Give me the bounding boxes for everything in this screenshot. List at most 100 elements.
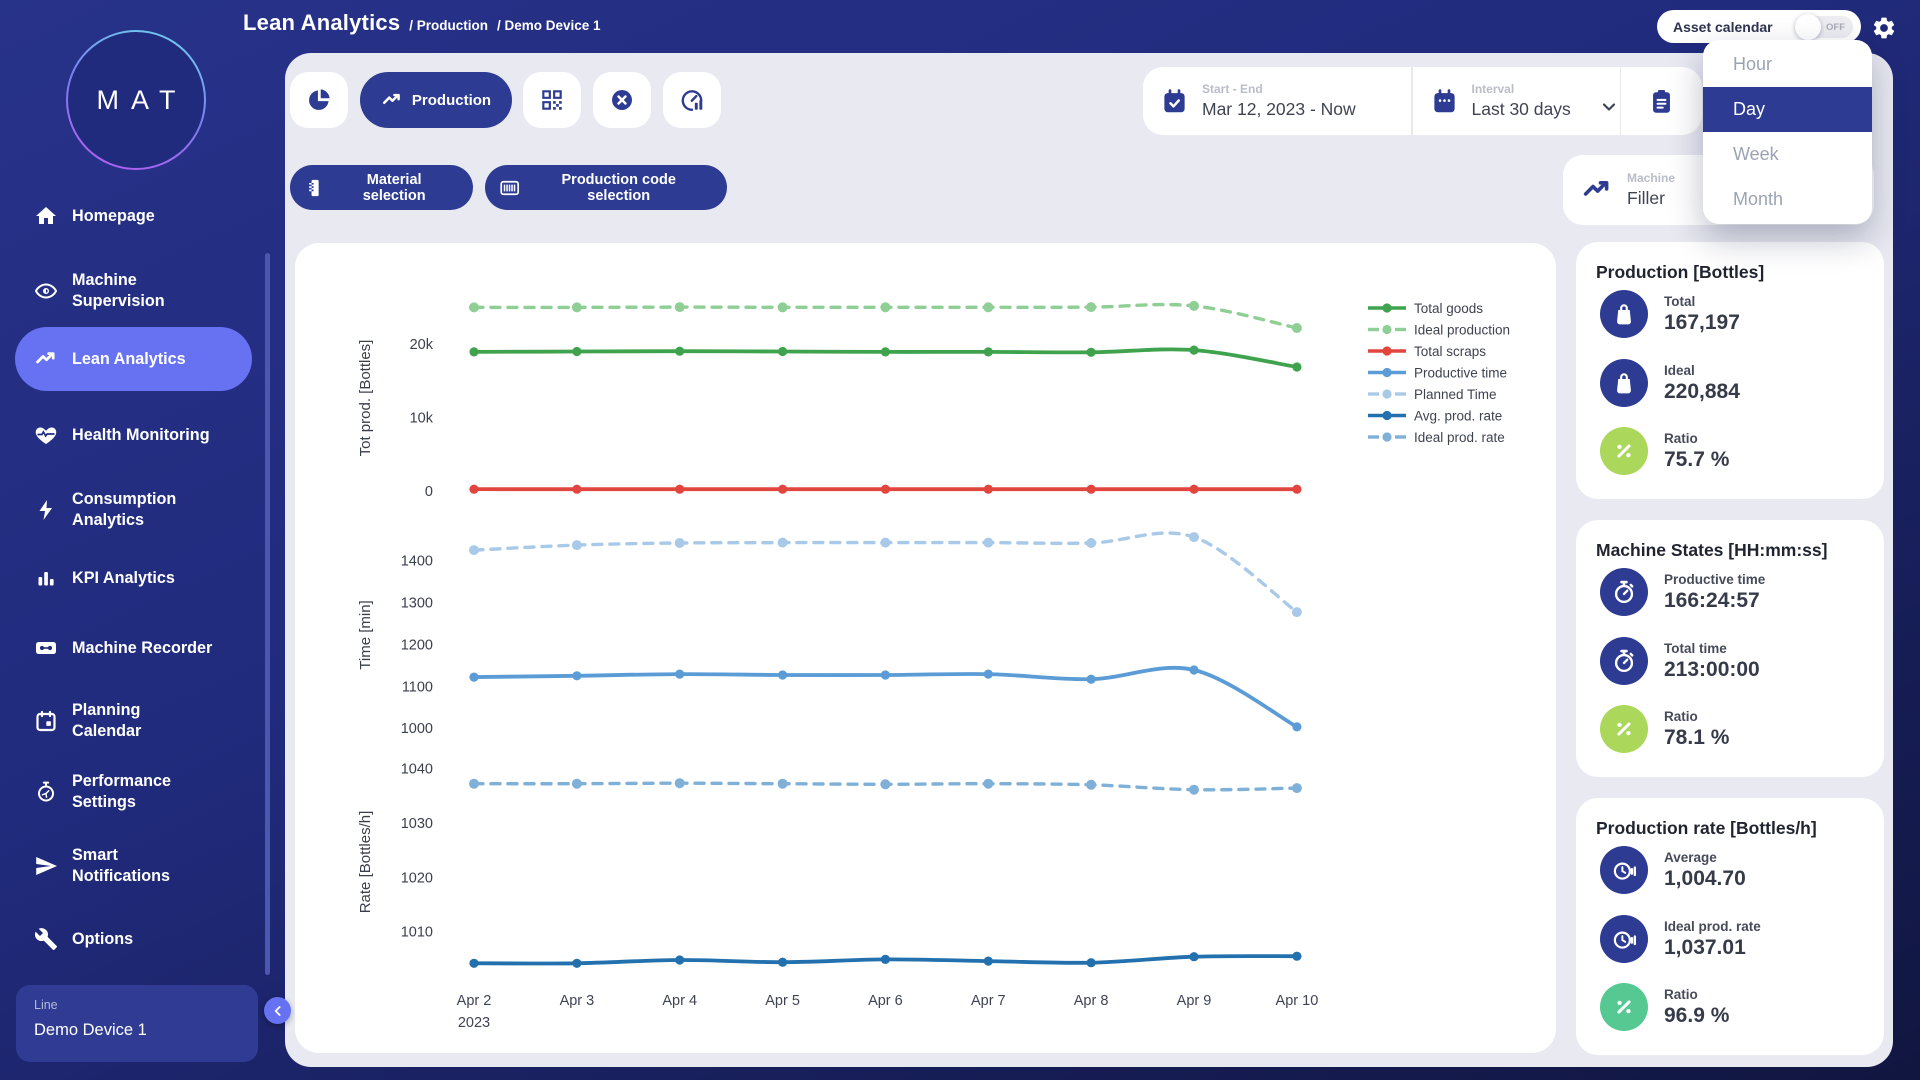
svg-text:Time [min]: Time [min] — [357, 600, 374, 669]
bag-icon — [1617, 304, 1631, 325]
sidebar-item-performance-settings[interactable]: Performance Settings — [0, 760, 285, 824]
stat-card-title: Machine States [HH:mm:ss] — [1596, 540, 1828, 560]
calendar-icon — [1431, 88, 1458, 115]
stat-card: Machine States [HH:mm:ss] Productive tim… — [1576, 520, 1884, 777]
svg-text:1400: 1400 — [401, 554, 433, 570]
stat-label: Total time — [1664, 640, 1727, 656]
sidebar-item-label: Machine Recorder — [72, 638, 213, 657]
sidebar-item-label: KPI Analytics — [72, 568, 175, 587]
percent-icon — [1617, 722, 1631, 736]
breadcrumb-item[interactable]: / Demo Device 1 — [497, 18, 601, 33]
sidebar-item-machine-recorder[interactable]: Machine Recorder — [0, 626, 285, 670]
qr-icon — [542, 90, 562, 110]
material-selection-button[interactable]: Material selection — [290, 165, 473, 210]
stat-label: Ideal prod. rate — [1664, 918, 1761, 934]
sidebar-item-machine-supervision[interactable]: Machine Supervision — [0, 259, 285, 323]
sidebar-item-label: Performance Settings — [72, 772, 171, 811]
sidebar-item-label: Lean Analytics — [72, 349, 186, 368]
stat-row: Total time 213:00:00 — [1600, 637, 1760, 685]
svg-text:Tot prod. [Bottles]: Tot prod. [Bottles] — [357, 340, 374, 457]
sidebar-collapse-button[interactable] — [264, 997, 291, 1024]
date-range-picker[interactable]: Start - End Mar 12, 2023 - Now — [1143, 67, 1411, 135]
tab-codes[interactable] — [523, 72, 581, 128]
svg-text:Rate [Bottles/h]: Rate [Bottles/h] — [357, 811, 374, 914]
eye-icon — [34, 283, 58, 299]
heart-icon — [35, 427, 57, 444]
sidebar-item-label: Machine Supervision — [72, 271, 165, 310]
settings-gear-icon[interactable] — [1871, 15, 1897, 41]
stat-value: 75.7 % — [1664, 447, 1730, 471]
sidebar-item-kpi-analytics[interactable]: KPI Analytics — [0, 556, 285, 600]
svg-text:Apr 8: Apr 8 — [1074, 993, 1109, 1009]
interval-value: Last 30 days — [1471, 99, 1571, 119]
interval-label: Interval — [1471, 82, 1515, 96]
breadcrumb: Lean Analytics / Production / Demo Device … — [243, 10, 601, 36]
sidebar-item-lean-analytics[interactable]: Lean Analytics — [0, 327, 285, 391]
caldots-icon — [1433, 88, 1455, 112]
stat-row: Ideal prod. rate 1,037.01 — [1600, 915, 1761, 963]
stat-value: 78.1 % — [1664, 725, 1730, 749]
sidebar-scrollbar[interactable] — [265, 253, 270, 975]
stopwatch-icon-badge — [1600, 637, 1648, 685]
trend-icon — [382, 93, 400, 104]
stat-label: Ratio — [1664, 986, 1698, 1002]
clockspeed-icon — [1613, 862, 1637, 880]
asset-calendar-toggle[interactable]: OFF — [1795, 13, 1853, 40]
date-range-label: Start - End — [1202, 82, 1263, 96]
production-chart[interactable]: Tot prod. [Bottles] 20k 10k 0 Time [min] 1400… — [295, 243, 1556, 1058]
device-panel-label: Line — [34, 998, 58, 1012]
machine-card-label: Machine — [1627, 171, 1676, 185]
svg-text:Ideal production: Ideal production — [1414, 323, 1510, 338]
chevdown-icon — [1602, 103, 1615, 111]
tab-clear[interactable] — [593, 72, 651, 128]
timer-icon — [38, 781, 54, 802]
breadcrumb-item[interactable]: / Production — [409, 18, 489, 33]
stat-label: Productive time — [1664, 571, 1766, 587]
svg-text:Ideal prod. rate: Ideal prod. rate — [1414, 430, 1505, 445]
trend-icon — [1583, 181, 1609, 196]
clockspeed-icon-badge — [1600, 915, 1648, 963]
tab-performance[interactable] — [663, 72, 721, 128]
svg-text:Apr 5: Apr 5 — [765, 993, 800, 1009]
stat-row: Total 167,197 — [1600, 290, 1740, 338]
interval-picker[interactable]: Interval Last 30 days — [1413, 67, 1620, 135]
asset-calendar-pill[interactable]: Asset calendar OFF — [1657, 10, 1861, 43]
sidebar-item-label: Planning Calendar — [72, 701, 142, 740]
logo: MAT — [66, 30, 206, 170]
sidebar-item-options[interactable]: Options — [0, 917, 285, 961]
stat-value: 166:24:57 — [1664, 588, 1760, 612]
machine-card-value: Filler — [1627, 188, 1665, 208]
svg-text:Planned Time: Planned Time — [1414, 387, 1497, 402]
trend-icon — [1581, 174, 1613, 206]
device-panel-value: Demo Device 1 — [34, 1021, 147, 1039]
date-range-value: Mar 12, 2023 - Now — [1202, 99, 1356, 119]
sidebar-item-smart-notifications[interactable]: Smart Notifications — [0, 834, 285, 898]
send-icon — [36, 857, 57, 875]
report-button[interactable] — [1621, 67, 1702, 135]
sidebar-item-health-monitoring[interactable]: Health Monitoring — [0, 413, 285, 457]
interval-option-week[interactable]: Week — [1733, 144, 1779, 164]
interval-option-month[interactable]: Month — [1733, 189, 1784, 209]
stat-row: Ideal 220,884 — [1600, 359, 1740, 407]
svg-text:1300: 1300 — [401, 596, 433, 612]
chevleft-icon — [274, 1005, 281, 1016]
interval-option-hour[interactable]: Hour — [1733, 54, 1773, 74]
stopwatch-icon — [1614, 649, 1634, 673]
tab-production[interactable]: Production — [360, 72, 512, 128]
stat-value: 167,197 — [1664, 310, 1740, 334]
stat-label: Ratio — [1664, 430, 1698, 446]
bag-icon-badge — [1600, 359, 1648, 407]
svg-text:10k: 10k — [410, 410, 434, 426]
sidebar-item-consumption-analytics[interactable]: Consumption Analytics — [0, 478, 285, 542]
svg-text:20k: 20k — [410, 337, 434, 353]
sidebar-item-homepage[interactable]: Homepage — [0, 194, 285, 238]
svg-text:Avg. prod. rate: Avg. prod. rate — [1414, 409, 1502, 424]
home-icon — [36, 207, 56, 224]
sidebar-item-planning-calendar[interactable]: Planning Calendar — [0, 689, 285, 753]
production-code-selection-button[interactable]: Production code selection — [485, 165, 727, 210]
tab-overview[interactable] — [290, 72, 348, 128]
percent-icon-badge — [1600, 983, 1648, 1031]
svg-text:Apr 7: Apr 7 — [971, 993, 1006, 1009]
interval-option-day[interactable]: Day — [1703, 87, 1872, 132]
